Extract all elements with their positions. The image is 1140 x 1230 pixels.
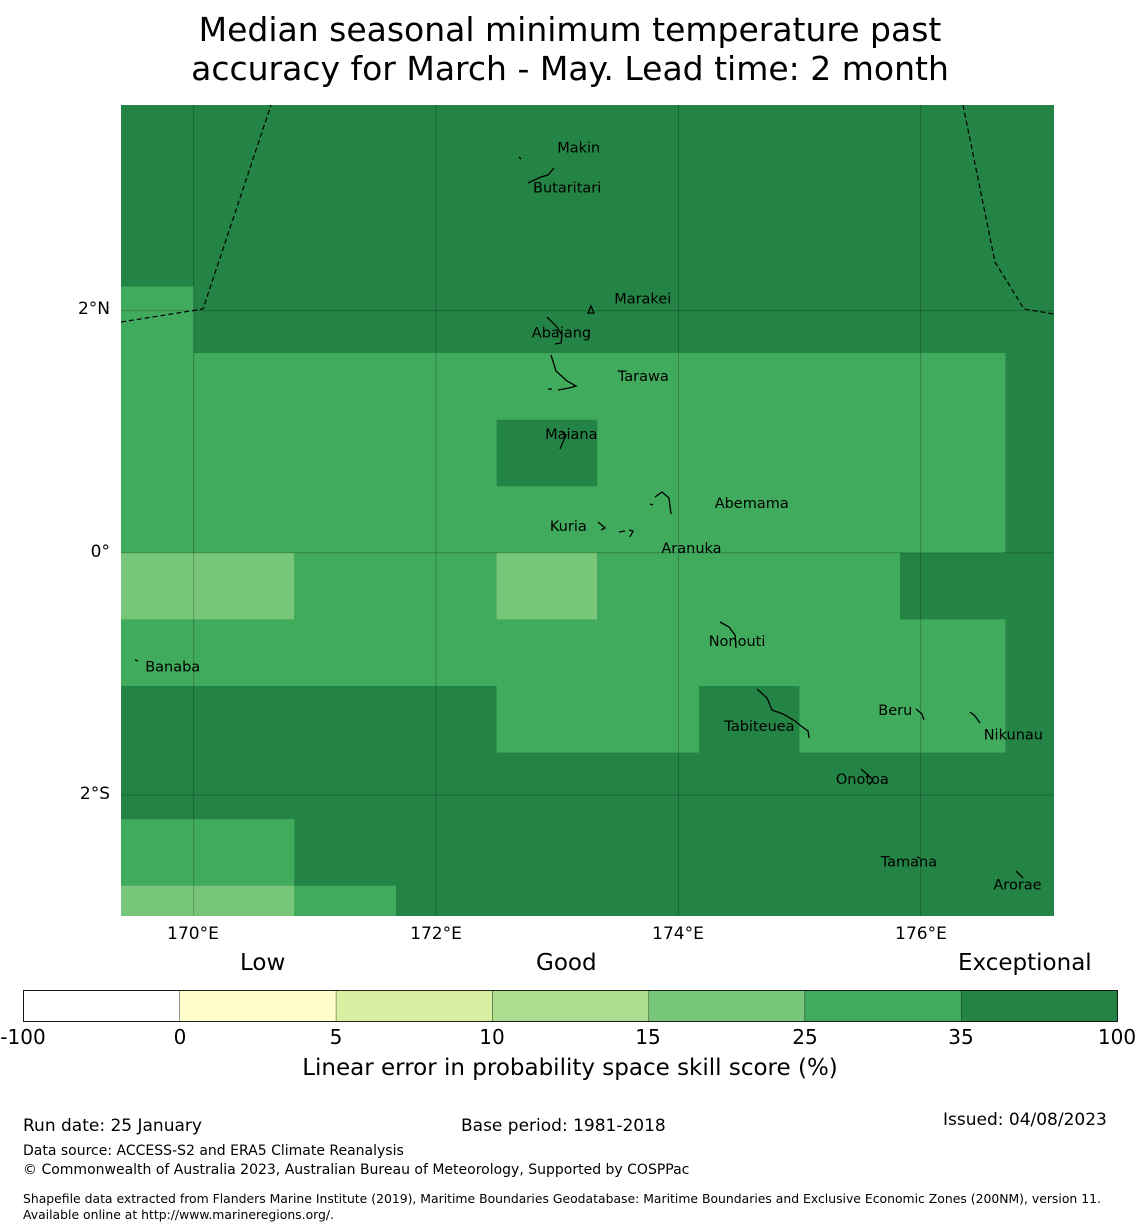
place-label-abemama: Abemama bbox=[715, 496, 789, 512]
eez-boundary-west bbox=[121, 105, 272, 323]
eez-boundary-east bbox=[962, 105, 1054, 315]
maiana-outline bbox=[559, 430, 567, 450]
issued-date: Issued: 04/08/2023 bbox=[943, 1110, 1107, 1130]
skill-cells bbox=[121, 286, 1006, 916]
colorbar-segment-5 bbox=[804, 990, 962, 1022]
skill-cell-4 bbox=[294, 552, 497, 620]
lon-label-174e: 174°E bbox=[652, 924, 704, 944]
data-source: Data source: ACCESS-S2 and ERA5 Climate … bbox=[23, 1143, 404, 1159]
place-label-banaba: Banaba bbox=[145, 660, 200, 676]
banaba-outline bbox=[134, 659, 139, 662]
title-line-2: accuracy for March - May. Lead time: 2 m… bbox=[191, 49, 949, 88]
colorbar-tick-label: 100 bbox=[1097, 1025, 1137, 1049]
place-label-aranuka: Aranuka bbox=[661, 541, 721, 557]
skill-cell-1 bbox=[193, 353, 1006, 553]
colorbar bbox=[23, 990, 1118, 1022]
place-label-marakei: Marakei bbox=[614, 292, 671, 308]
marakei-outline bbox=[587, 304, 595, 314]
place-label-butaritari: Butaritari bbox=[533, 180, 601, 196]
place-label-arorae: Arorae bbox=[993, 878, 1041, 894]
place-label-makin: Makin bbox=[557, 140, 600, 156]
colorbar-tick-label: 0 bbox=[173, 1025, 187, 1049]
butaritari-outline bbox=[518, 156, 555, 184]
category-exceptional: Exceptional bbox=[958, 950, 1092, 976]
copyright: © Commonwealth of Australia 2023, Austra… bbox=[23, 1162, 690, 1178]
place-label-tamana: Tamana bbox=[880, 855, 937, 871]
map-title: Median seasonal minimum temperature past… bbox=[0, 10, 1140, 88]
colorbar-tick-label: 5 bbox=[329, 1025, 343, 1049]
base-period: Base period: 1981-2018 bbox=[461, 1116, 666, 1136]
skill-cell-7 bbox=[121, 619, 1006, 686]
lat-label-2n: 2°N bbox=[77, 299, 110, 319]
nonouti-outline bbox=[719, 621, 737, 649]
colorbar-tick-label: -100 bbox=[0, 1025, 46, 1049]
category-good: Good bbox=[536, 950, 597, 976]
skill-map: Makin Butaritari Marakei Abaiang Tarawa Maian… bbox=[121, 105, 1054, 916]
skill-cell-0 bbox=[121, 286, 194, 553]
place-label-abaiang: Abaiang bbox=[532, 326, 591, 342]
abaiang-outline bbox=[546, 316, 563, 345]
colorbar-title: Linear error in probability space skill … bbox=[302, 1055, 838, 1081]
skill-cell-9 bbox=[799, 686, 1006, 753]
skill-cell-5 bbox=[496, 552, 598, 620]
place-label-tabiteuea: Tabiteuea bbox=[723, 719, 794, 735]
eez-boundaries bbox=[121, 105, 1054, 323]
aranuka-outline bbox=[628, 529, 634, 538]
colorbar-border bbox=[23, 990, 1118, 1022]
place-label-nikunau: Nikunau bbox=[984, 727, 1043, 743]
place-label-beru: Beru bbox=[878, 703, 912, 719]
colorbar-segment-2 bbox=[335, 990, 493, 1022]
colorbar-segment-6 bbox=[961, 990, 1118, 1022]
tabiteuea-outline bbox=[756, 688, 810, 739]
lat-label-equator: 0° bbox=[90, 542, 110, 562]
kuria-outline bbox=[597, 521, 626, 533]
shapefile-credit: Shapefile data extracted from Flanders M… bbox=[23, 1191, 1101, 1222]
skill-cell-6 bbox=[597, 552, 901, 620]
colorbar-segment-0 bbox=[23, 990, 181, 1022]
place-labels: Makin Butaritari Marakei Abaiang Tarawa Maian… bbox=[145, 140, 1043, 893]
place-label-nonouti: Nonouti bbox=[709, 634, 766, 650]
colorbar-tick-label: 25 bbox=[792, 1025, 818, 1049]
place-label-kuria: Kuria bbox=[550, 519, 587, 535]
title-line-1: Median seasonal minimum temperature past bbox=[198, 10, 942, 49]
lat-label-2s: 2°S bbox=[79, 784, 110, 804]
skill-cell-12 bbox=[294, 885, 397, 916]
skill-cell-11 bbox=[121, 885, 295, 916]
skill-cell-3 bbox=[121, 552, 295, 620]
colorbar-tick-label: 35 bbox=[948, 1025, 974, 1049]
colorbar-segment-3 bbox=[492, 990, 649, 1022]
nikunau-outline bbox=[969, 711, 981, 724]
colorbar-tick-label: 10 bbox=[479, 1025, 505, 1049]
colorbar-tick-label: 15 bbox=[635, 1025, 661, 1049]
island-outlines bbox=[134, 156, 1024, 879]
tamana-outline bbox=[916, 856, 921, 859]
skill-cell-2 bbox=[496, 419, 598, 487]
category-low: Low bbox=[240, 950, 286, 976]
abemama-outline bbox=[649, 491, 672, 515]
run-date: Run date: 25 January bbox=[23, 1116, 202, 1136]
graticule bbox=[121, 105, 1054, 916]
lon-label-170e: 170°E bbox=[167, 924, 219, 944]
colorbar-segment-4 bbox=[648, 990, 806, 1022]
tarawa-outline bbox=[548, 354, 578, 391]
arorae-outline bbox=[1015, 870, 1024, 879]
lon-label-176e: 176°E bbox=[895, 924, 947, 944]
place-label-maiana: Maiana bbox=[545, 427, 597, 443]
lon-label-172e: 172°E bbox=[410, 924, 462, 944]
place-label-onotoa: Onotoa bbox=[836, 772, 889, 788]
onotoa-outline bbox=[860, 768, 874, 786]
skill-cell-10 bbox=[121, 819, 295, 886]
beru-outline bbox=[915, 708, 925, 721]
skill-cell-8 bbox=[496, 686, 699, 753]
colorbar-segment-1 bbox=[179, 990, 337, 1022]
place-label-tarawa: Tarawa bbox=[617, 369, 669, 385]
